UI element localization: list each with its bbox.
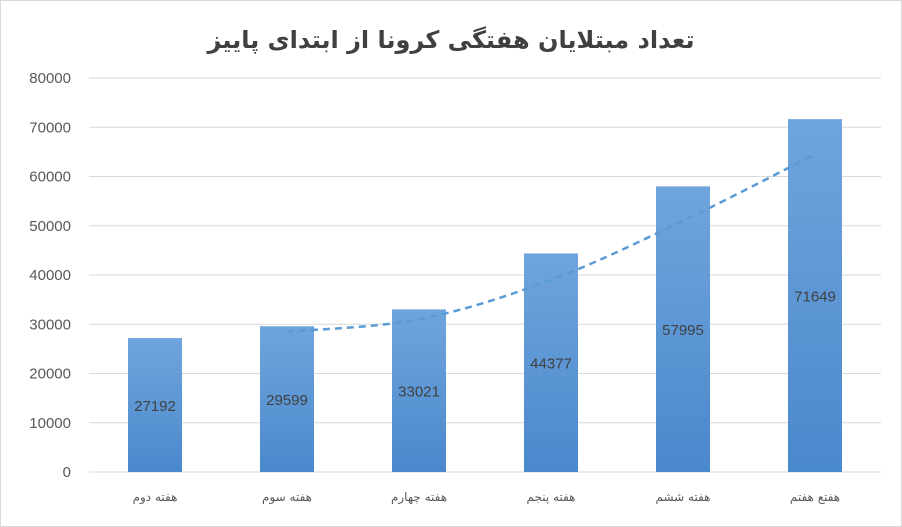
y-tick-label: 50000 (29, 218, 71, 235)
y-tick-label: 0 (63, 464, 71, 481)
x-tick-label: هفتع هفتم (790, 490, 840, 504)
x-tick-label: هفته دوم (133, 490, 178, 505)
data-label: 44377 (530, 356, 572, 373)
y-tick-label: 20000 (29, 366, 71, 383)
x-tick-label: هفته پنجم (527, 490, 576, 504)
x-tick-label: هفته چهارم (391, 490, 447, 505)
y-tick-label: 70000 (29, 119, 71, 136)
y-tick-label: 30000 (29, 316, 71, 333)
data-label: 27192 (134, 398, 176, 415)
y-tick-label: 10000 (29, 415, 71, 432)
bar (260, 326, 314, 472)
bar (524, 253, 578, 472)
bar (788, 119, 842, 473)
data-label: 71649 (794, 289, 836, 306)
chart-title: تعداد مبتلایان هفتگی کرونا از ابتدای پای… (207, 26, 695, 54)
bar (128, 338, 182, 472)
data-label: 57995 (662, 322, 704, 339)
bar (656, 186, 710, 472)
x-tick-label: هفته سوم (262, 490, 312, 505)
bar (392, 309, 446, 472)
y-tick-label: 40000 (29, 267, 71, 284)
data-label: 29599 (266, 392, 308, 409)
y-tick-label: 60000 (29, 169, 71, 186)
x-tick-label: هفته ششم (655, 490, 710, 504)
trendline (286, 153, 816, 333)
data-label: 33021 (398, 384, 440, 401)
y-tick-label: 80000 (29, 70, 71, 87)
